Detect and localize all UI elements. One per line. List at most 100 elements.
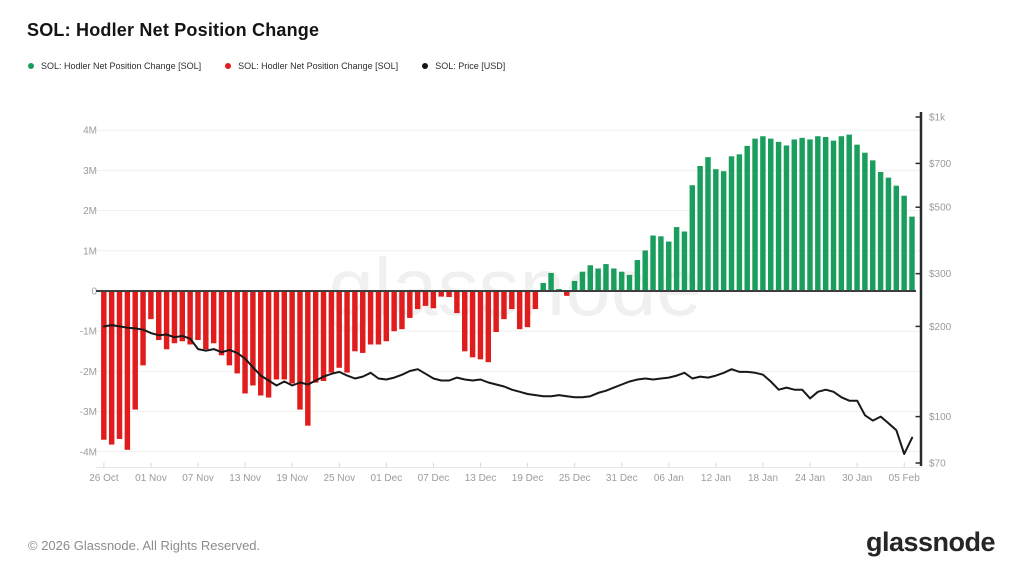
hodler-net-position-bar[interactable] <box>375 291 382 345</box>
legend-item-hodler-net-positive[interactable]: SOL: Hodler Net Position Change [SOL] <box>28 61 201 71</box>
hodler-net-position-bar[interactable] <box>407 291 413 318</box>
hodler-net-position-bar[interactable] <box>399 291 405 330</box>
hodler-net-position-bar[interactable] <box>752 138 758 291</box>
hodler-net-position-bar[interactable] <box>273 291 280 380</box>
hodler-net-position-bar[interactable] <box>281 291 288 380</box>
hodler-net-position-bar[interactable] <box>391 291 397 332</box>
hodler-net-position-bar[interactable] <box>360 291 366 353</box>
hodler-net-position-bar[interactable] <box>540 282 546 291</box>
hodler-net-position-bar[interactable] <box>203 291 209 350</box>
hodler-net-position-bar[interactable] <box>108 291 115 445</box>
hodler-net-position-bar[interactable] <box>469 291 476 358</box>
hodler-net-position-bar[interactable] <box>305 291 311 426</box>
hodler-net-position-bar[interactable] <box>720 171 727 291</box>
hodler-net-position-bar[interactable] <box>650 235 656 291</box>
legend-item-hodler-net-negative[interactable]: SOL: Hodler Net Position Change [SOL] <box>225 61 398 71</box>
hodler-net-position-bar[interactable] <box>846 134 852 291</box>
hodler-net-position-bar[interactable] <box>799 137 805 291</box>
hodler-net-position-bar[interactable] <box>564 291 570 296</box>
hodler-net-position-bar[interactable] <box>414 291 421 310</box>
hodler-net-position-bar[interactable] <box>666 241 672 291</box>
hodler-net-position-bar[interactable] <box>501 291 507 320</box>
hodler-net-position-bar[interactable] <box>626 274 633 291</box>
hodler-net-position-bar[interactable] <box>367 291 374 345</box>
hodler-net-position-bar[interactable] <box>713 169 719 291</box>
hodler-net-position-bar[interactable] <box>893 185 900 291</box>
legend-item-price[interactable]: SOL: Price [USD] <box>422 61 505 71</box>
hodler-net-position-bar[interactable] <box>140 291 146 366</box>
hodler-net-position-bar[interactable] <box>862 152 868 291</box>
hodler-net-position-bar[interactable] <box>634 260 641 291</box>
hodler-net-position-bar[interactable] <box>187 291 193 345</box>
hodler-net-position-bar[interactable] <box>509 291 515 310</box>
hodler-net-position-bar[interactable] <box>736 154 743 291</box>
hodler-net-position-bar[interactable] <box>807 139 813 291</box>
hodler-net-position-bar[interactable] <box>618 271 625 291</box>
hodler-net-position-bar[interactable] <box>336 291 342 368</box>
hodler-net-position-bar[interactable] <box>454 291 460 314</box>
hodler-net-position-bar[interactable] <box>462 291 468 352</box>
hodler-net-position-bar[interactable] <box>258 291 264 396</box>
hodler-net-position-bar[interactable] <box>877 172 884 291</box>
hodler-net-position-bar[interactable] <box>297 291 303 410</box>
hodler-net-position-bar[interactable] <box>603 264 609 291</box>
hodler-net-position-bar[interactable] <box>250 291 256 386</box>
hodler-net-position-bar[interactable] <box>838 136 845 291</box>
hodler-net-position-bar[interactable] <box>132 291 138 410</box>
hodler-net-position-bar[interactable] <box>705 157 711 291</box>
hodler-net-position-bar[interactable] <box>477 291 484 360</box>
hodler-net-position-bar[interactable] <box>673 227 680 291</box>
hodler-net-position-bar[interactable] <box>289 291 295 384</box>
hodler-net-position-bar[interactable] <box>783 145 790 291</box>
hodler-net-position-bar[interactable] <box>830 140 837 291</box>
hodler-net-position-bar[interactable] <box>312 291 319 383</box>
hodler-net-position-bar[interactable] <box>532 291 539 310</box>
hodler-net-position-bar[interactable] <box>344 291 350 373</box>
hodler-net-position-bar[interactable] <box>556 288 562 291</box>
hodler-net-position-bar[interactable] <box>148 291 154 320</box>
hodler-net-position-bar[interactable] <box>870 160 876 291</box>
hodler-net-position-bar[interactable] <box>179 291 186 342</box>
hodler-net-position-bar[interactable] <box>901 195 907 291</box>
hodler-net-position-bar[interactable] <box>909 216 915 291</box>
hodler-net-position-bar[interactable] <box>579 271 586 291</box>
hodler-net-position-bar[interactable] <box>516 291 523 330</box>
hodler-net-position-bar[interactable] <box>171 291 178 344</box>
hodler-net-position-bar[interactable] <box>438 291 444 297</box>
hodler-net-position-bar[interactable] <box>493 291 499 332</box>
price-line[interactable] <box>102 324 914 455</box>
hodler-net-position-bar[interactable] <box>218 291 225 356</box>
hodler-net-position-bar[interactable] <box>548 272 554 291</box>
hodler-net-position-bar[interactable] <box>210 291 217 344</box>
hodler-net-position-bar[interactable] <box>226 291 233 366</box>
hodler-net-position-bar[interactable] <box>642 250 648 291</box>
hodler-net-position-bar[interactable] <box>822 137 829 291</box>
hodler-net-position-bar[interactable] <box>195 291 201 341</box>
hodler-net-position-bar[interactable] <box>156 291 162 341</box>
hodler-net-position-bar[interactable] <box>815 136 821 291</box>
hodler-net-position-bar[interactable] <box>265 291 272 398</box>
hodler-net-position-bar[interactable] <box>352 291 358 352</box>
hodler-net-position-bar[interactable] <box>430 291 437 309</box>
hodler-net-position-bar[interactable] <box>383 291 390 342</box>
hodler-net-position-bar[interactable] <box>689 185 696 291</box>
hodler-net-position-bar[interactable] <box>854 144 860 291</box>
hodler-net-position-bar[interactable] <box>163 291 170 350</box>
hodler-net-position-bar[interactable] <box>524 291 531 328</box>
hodler-net-position-bar[interactable] <box>571 280 578 291</box>
hodler-net-position-bar[interactable] <box>587 265 594 291</box>
hodler-net-position-bar[interactable] <box>422 291 429 306</box>
hodler-net-position-bar[interactable] <box>234 291 240 374</box>
hodler-net-position-bar[interactable] <box>328 291 335 373</box>
hodler-net-position-bar[interactable] <box>446 291 452 298</box>
hodler-net-position-bar[interactable] <box>320 291 327 382</box>
hodler-net-position-bar[interactable] <box>101 291 107 440</box>
hodler-net-position-bar[interactable] <box>791 139 798 291</box>
hodler-net-position-bar[interactable] <box>242 291 248 394</box>
hodler-net-position-bar[interactable] <box>681 231 688 292</box>
hodler-net-position-bar[interactable] <box>697 165 703 291</box>
hodler-net-position-bar[interactable] <box>611 268 617 291</box>
hodler-net-position-bar[interactable] <box>760 136 766 291</box>
hodler-net-position-bar[interactable] <box>658 236 664 291</box>
